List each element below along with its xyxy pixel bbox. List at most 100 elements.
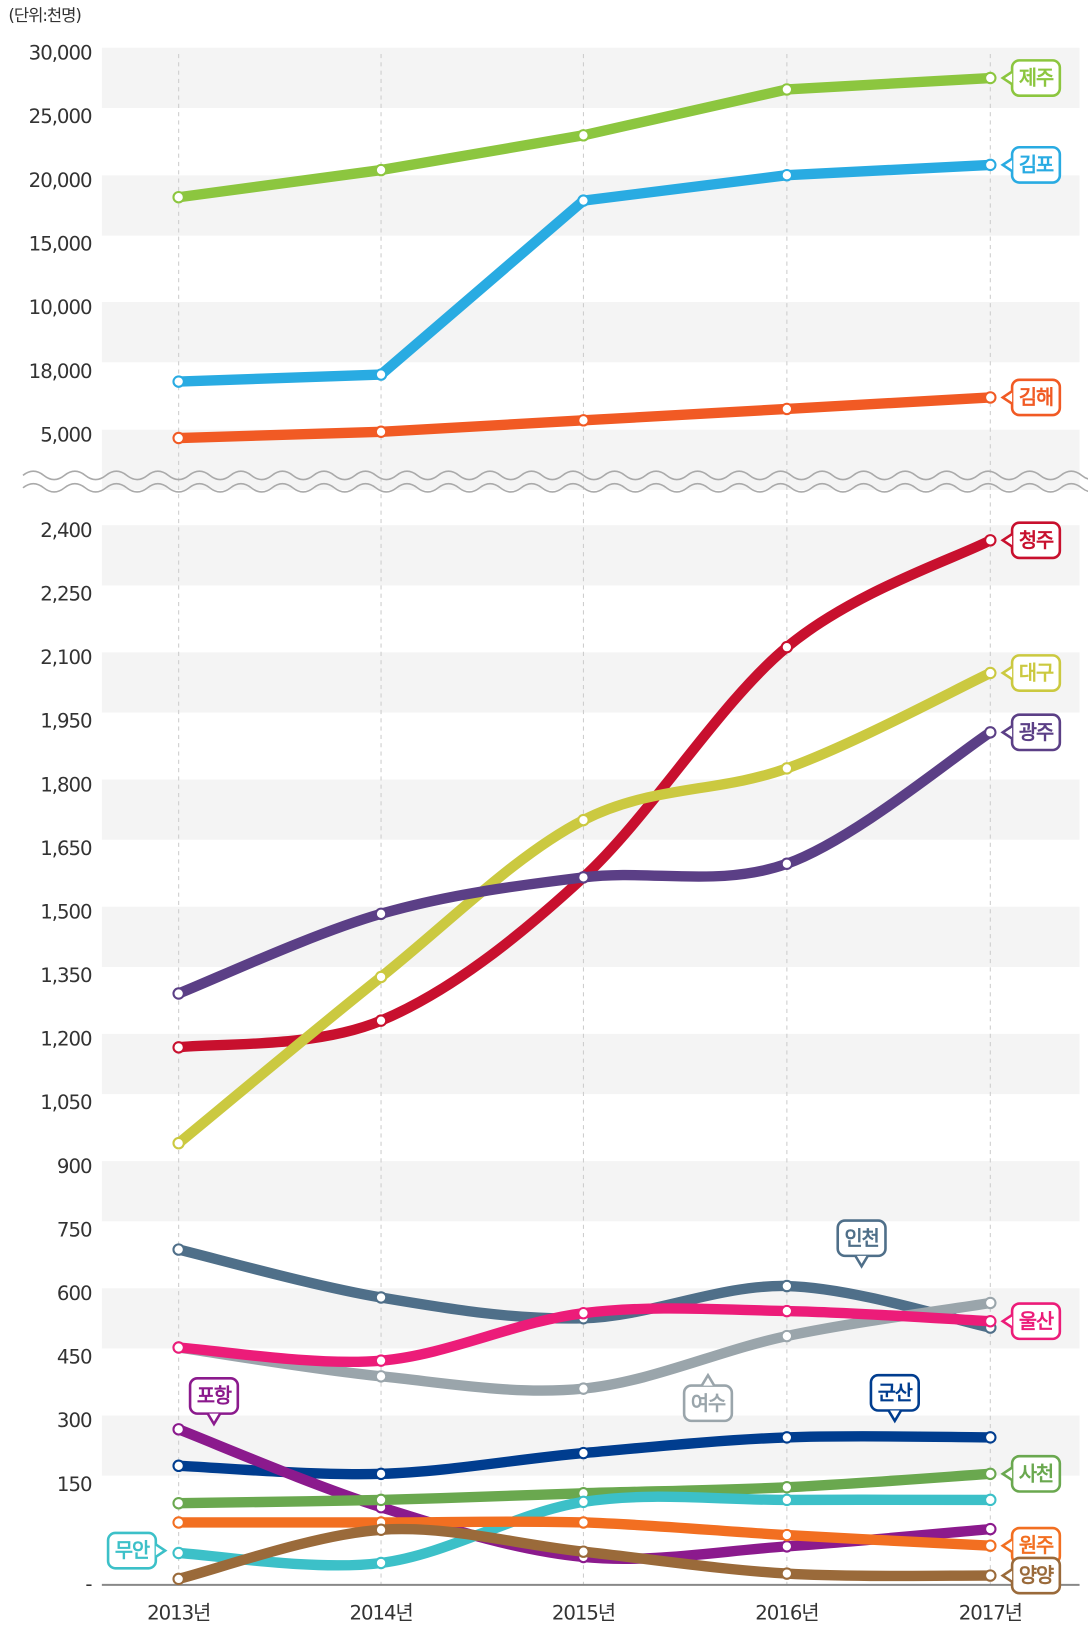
- y-tick-label: 10,000: [29, 296, 92, 319]
- grid-band: [101, 652, 1080, 713]
- y-tick-label: 1,350: [40, 964, 92, 987]
- grid-band: [101, 1161, 1080, 1222]
- y-tick-label: 30,000: [29, 41, 92, 64]
- background: [101, 47, 1080, 1585]
- data-point: [577, 194, 590, 207]
- x-tick-label: 2015년: [552, 1601, 615, 1624]
- unit-label: (단위:천명): [8, 6, 81, 25]
- data-point: [984, 1467, 997, 1481]
- grid-band: [101, 906, 1080, 967]
- y-tick-label: 20,000: [29, 169, 92, 192]
- data-point: [984, 391, 997, 404]
- x-tick-label: 2017년: [959, 1601, 1022, 1624]
- data-point: [172, 1516, 185, 1529]
- grid-band: [101, 779, 1080, 840]
- legend-pointer: [1000, 665, 1013, 681]
- axis-break: [22, 482, 1088, 493]
- data-point: [984, 1493, 997, 1507]
- series-line: [173, 667, 996, 1149]
- legend-label: 광주: [1019, 721, 1054, 744]
- legend-label: 인천: [844, 1227, 878, 1250]
- legend-label: 포항: [197, 1385, 232, 1408]
- data-point: [172, 431, 185, 445]
- data-point: [780, 857, 794, 871]
- x-tick-label: 2016년: [755, 1601, 818, 1624]
- data-point: [374, 1014, 388, 1027]
- data-point: [984, 666, 997, 680]
- data-point: [577, 813, 590, 827]
- axis-break: [22, 470, 1088, 481]
- data-point: [172, 1496, 185, 1510]
- y-tick-label: -: [85, 1572, 92, 1595]
- y-tick-label: 600: [57, 1282, 92, 1305]
- y-tick-label: 1,950: [40, 710, 92, 733]
- data-point: [780, 168, 794, 182]
- data-point: [984, 1522, 997, 1536]
- data-point: [172, 1041, 185, 1054]
- y-tick-label: 15,000: [29, 232, 92, 255]
- data-point: [780, 1431, 794, 1444]
- data-point: [172, 190, 185, 204]
- data-point: [780, 640, 794, 654]
- y-tick-label: 5,000: [40, 423, 92, 446]
- data-point: [780, 762, 794, 775]
- y-tick-label: 2,100: [40, 646, 92, 669]
- data-point: [780, 1481, 794, 1494]
- y-tick-label: 25,000: [29, 105, 92, 128]
- data-point: [577, 871, 590, 884]
- legend-label: 김포: [1019, 153, 1054, 176]
- data-point: [374, 1291, 388, 1304]
- data-point: [374, 1370, 388, 1383]
- legend-pointer: [1000, 533, 1013, 548]
- legend-pointer: [1000, 157, 1013, 173]
- y-tick-label: 1,200: [40, 1028, 92, 1051]
- legend-label: 여수: [691, 1392, 726, 1415]
- data-point: [780, 402, 794, 416]
- data-point: [577, 1495, 590, 1509]
- data-point: [577, 1545, 590, 1558]
- legend-label: 김해: [1019, 386, 1053, 409]
- data-point: [374, 1493, 388, 1507]
- data-point: [780, 1540, 794, 1553]
- data-point: [374, 907, 388, 921]
- data-point: [172, 1341, 185, 1354]
- data-point: [984, 1296, 997, 1310]
- legend-label: 원주: [1019, 1534, 1054, 1557]
- y-tick-label: 1,500: [40, 900, 92, 923]
- legend-pointer: [854, 1255, 869, 1269]
- data-point: [172, 1423, 185, 1436]
- y-tick-label: 150: [57, 1473, 92, 1496]
- legend-pointer: [206, 1412, 222, 1427]
- data-point: [984, 726, 997, 739]
- y-tick-label: 450: [57, 1346, 92, 1369]
- legend-label: 청주: [1019, 529, 1054, 552]
- data-point: [984, 1539, 997, 1552]
- data-point: [984, 1569, 997, 1582]
- data-point: [374, 368, 388, 381]
- legend-label: 양양: [1019, 1564, 1054, 1587]
- data-point: [577, 1382, 590, 1395]
- legend-pointer: [1000, 1538, 1013, 1554]
- data-point: [172, 375, 185, 388]
- y-tick-label: 900: [57, 1155, 92, 1178]
- x-tick-label: 2013년: [147, 1601, 210, 1624]
- legend-label: 사천: [1019, 1462, 1053, 1485]
- x-tick-label: 2014년: [349, 1601, 412, 1624]
- data-point: [172, 987, 185, 1000]
- legend-label: 군산: [878, 1381, 913, 1404]
- data-point: [374, 1556, 388, 1570]
- data-point: [577, 129, 590, 142]
- legend-pointer: [1000, 1313, 1013, 1329]
- grid-band: [101, 525, 1080, 586]
- y-tick-label: 750: [57, 1218, 92, 1241]
- data-point: [577, 1306, 590, 1320]
- data-point: [374, 1354, 388, 1367]
- data-point: [984, 71, 997, 85]
- data-point: [984, 158, 997, 172]
- data-point: [984, 1314, 997, 1328]
- data-point: [374, 425, 388, 439]
- data-point: [577, 414, 590, 427]
- data-point: [780, 1567, 794, 1580]
- legend-pointer: [1000, 70, 1013, 86]
